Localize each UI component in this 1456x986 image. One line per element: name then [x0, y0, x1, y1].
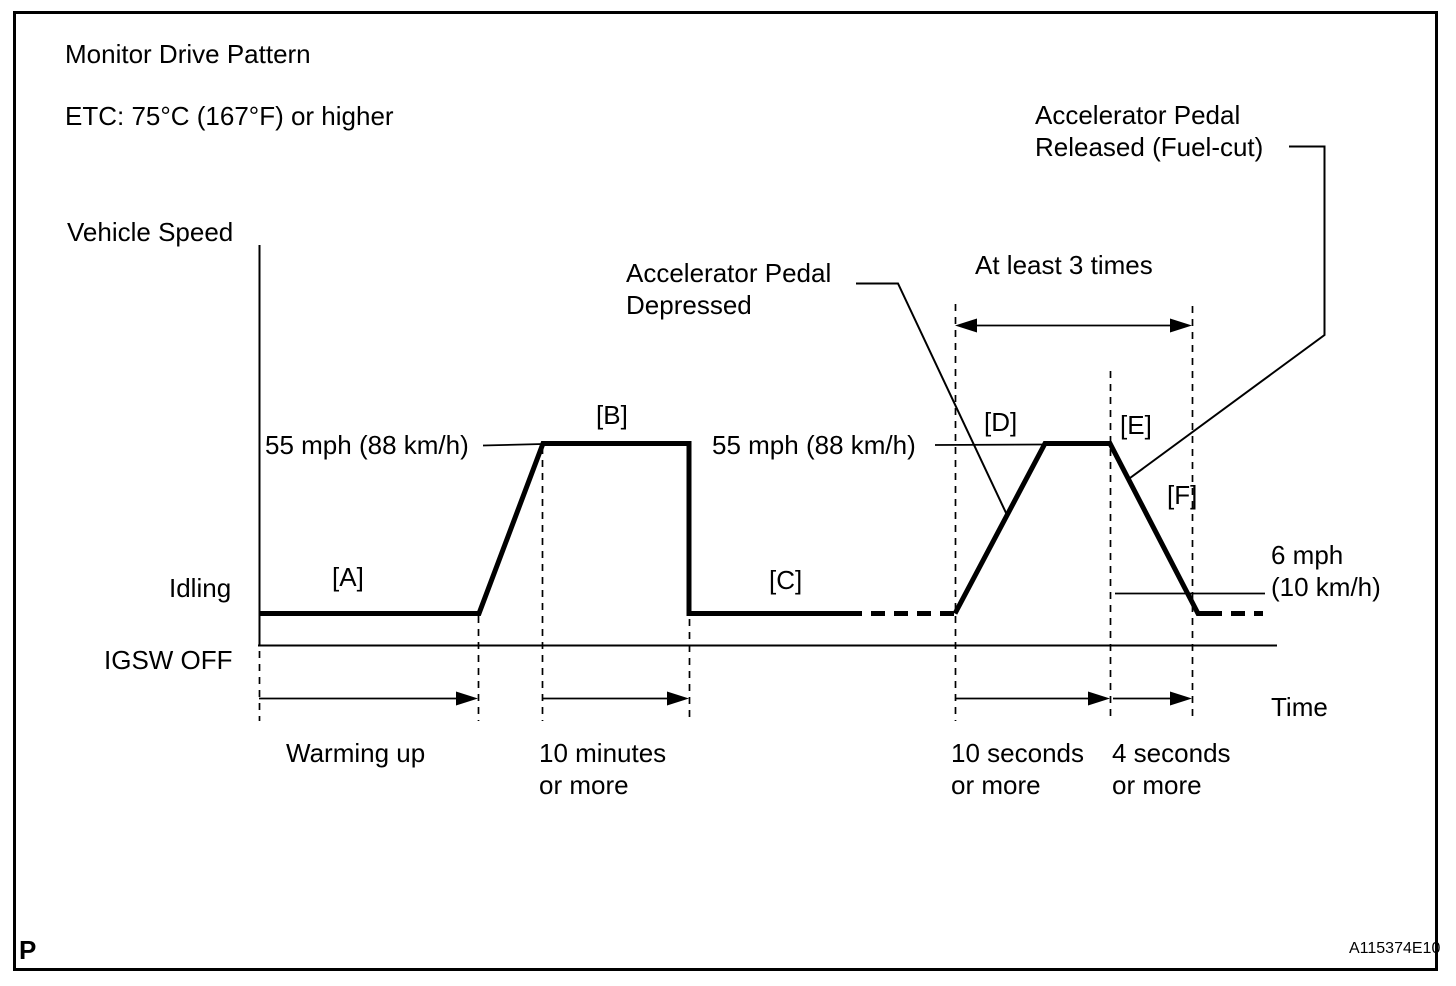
accel-released-line2: Released (Fuel-cut)	[1035, 132, 1264, 162]
repeat-count-label: At least 3 times	[975, 250, 1153, 280]
page-marker: P	[19, 935, 37, 965]
duration-4-seconds: 4 seconds or more	[1112, 737, 1231, 801]
curve-d-e-f	[952, 441, 1208, 616]
duration-10-minutes-line1: 10 minutes	[539, 738, 667, 768]
ten-seconds-arrow-head	[1088, 691, 1110, 706]
leader-55mph-second	[934, 443, 1044, 446]
repeat-arrow-head-right	[1170, 318, 1192, 333]
figure-title: Monitor Drive Pattern	[65, 39, 311, 69]
duration-4-seconds-line2: or more	[1112, 770, 1202, 800]
leader-55mph-first	[482, 443, 544, 447]
accel-depressed-line1: Accelerator Pedal	[626, 258, 832, 288]
accel-released-line1: Accelerator Pedal	[1035, 100, 1241, 130]
etc-condition-label: ETC: 75°C (167°F) or higher	[65, 101, 394, 131]
ten-minutes-arrow-head	[667, 691, 689, 706]
duration-10-minutes-line2: or more	[539, 770, 629, 800]
speed-55-label-2: 55 mph (88 km/h)	[712, 430, 916, 460]
duration-10-seconds: 10 seconds or more	[951, 737, 1084, 801]
warming-up-label: Warming up	[286, 738, 426, 768]
segment-b-label: [B]	[596, 400, 628, 430]
figure-id: A115374E10	[1349, 940, 1441, 957]
warming-up-arrow-head	[456, 691, 478, 706]
y-axis-label: Vehicle Speed	[67, 217, 234, 247]
segment-a-label: [A]	[332, 562, 364, 592]
accel-depressed-label: Accelerator Pedal Depressed	[626, 257, 831, 321]
repeat-arrow-head-left	[955, 318, 977, 333]
leader-accel-released	[1129, 145, 1326, 479]
figure-border	[13, 11, 1438, 971]
speed-6-line1: 6 mph	[1271, 540, 1344, 570]
segment-d-label: [D]	[984, 407, 1018, 437]
speed-6-label: 6 mph (10 km/h)	[1271, 539, 1381, 603]
segment-e-label: [E]	[1120, 410, 1152, 440]
speed-6-line2: (10 km/h)	[1271, 572, 1381, 602]
duration-10-minutes: 10 minutes or more	[539, 737, 666, 801]
segment-f-label: [F]	[1167, 480, 1198, 510]
duration-10-seconds-line1: 10 seconds	[951, 738, 1084, 768]
segment-c-label: [C]	[769, 565, 803, 595]
idling-label: Idling	[169, 573, 232, 603]
duration-4-seconds-line1: 4 seconds	[1112, 738, 1231, 768]
duration-10-seconds-line2: or more	[951, 770, 1041, 800]
speed-55-label-1: 55 mph (88 km/h)	[265, 430, 469, 460]
curve-idle-a-to-c	[259, 441, 848, 616]
igsw-off-label: IGSW OFF	[104, 645, 233, 675]
four-seconds-arrow-head	[1170, 691, 1192, 706]
x-axis-label: Time	[1271, 692, 1328, 722]
leader-accel-depressed	[856, 282, 1008, 516]
accel-released-label: Accelerator Pedal Released (Fuel-cut)	[1035, 99, 1263, 163]
accel-depressed-line2: Depressed	[626, 290, 752, 320]
